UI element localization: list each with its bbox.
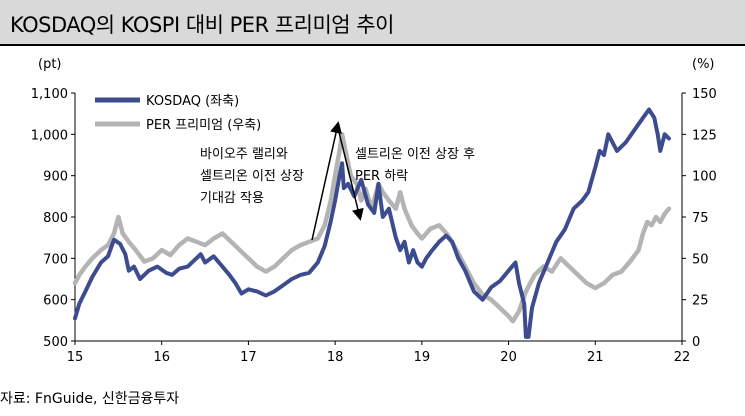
annotation-1-line: 바이오주 랠리와 — [200, 147, 288, 162]
annotation-1-arrow — [311, 121, 342, 241]
axes: (pt) (%) 500 600 700 800 900 1,000 1,100 0 25 50 75 1… — [31, 57, 717, 365]
right-tick-label: 25 — [692, 294, 709, 309]
series-layer — [72, 107, 672, 339]
annotation-2-line: 셀트리온 이전 상장 후 — [355, 147, 475, 162]
x-tick-label: 20 — [500, 350, 517, 365]
x-tick-label: 19 — [414, 350, 431, 365]
right-tick-label: 0 — [692, 335, 700, 350]
x-tick-label: 18 — [327, 350, 344, 365]
annotation-2-arrow — [337, 127, 364, 221]
legend-label-kosdaq: KOSDAQ (좌축) — [146, 94, 239, 109]
left-tick-label: 1,100 — [31, 87, 68, 102]
line-chart: (pt) (%) 500 600 700 800 900 1,000 1,100 0 25 50 75 1… — [31, 57, 717, 365]
right-unit-label: (%) — [692, 57, 715, 72]
x-tick-label: 22 — [674, 350, 691, 365]
left-tick-label: 900 — [43, 170, 68, 185]
title-bar: KOSDAQ의 KOSPI 대비 PER 프리미엄 추이 — [0, 0, 745, 46]
x-tick-label: 15 — [67, 350, 84, 365]
right-tick-label: 100 — [692, 170, 717, 185]
legend: KOSDAQ (좌축) PER 프리미엄 (우축) — [95, 94, 261, 133]
left-tick-label: 800 — [43, 211, 68, 226]
right-tick-label: 50 — [692, 252, 709, 267]
x-tick-label: 16 — [153, 350, 170, 365]
annotation-1-line: 기대감 작용 — [200, 191, 264, 206]
chart-title: KOSDAQ의 KOSPI 대비 PER 프리미엄 추이 — [10, 13, 394, 37]
right-tick-label: 150 — [692, 87, 717, 102]
left-tick-label: 500 — [43, 335, 68, 350]
annotation-2-line: PER 하락 — [355, 169, 408, 184]
left-unit-label: (pt) — [38, 57, 62, 72]
left-tick-label: 600 — [43, 294, 68, 309]
premium-series-line — [72, 132, 672, 324]
left-tick-label: 700 — [43, 252, 68, 267]
right-tick-label: 125 — [692, 128, 717, 143]
left-tick-label: 1,000 — [31, 128, 68, 143]
legend-label-premium: PER 프리미엄 (우축) — [146, 118, 261, 133]
kosdaq-series-line — [73, 107, 671, 339]
source-note: 자료: FnGuide, 신한금융투자 — [0, 391, 180, 407]
x-tick-label: 21 — [587, 350, 604, 365]
x-tick-label: 17 — [240, 350, 257, 365]
annotation-1-line: 셀트리온 이전 상장 — [200, 169, 304, 184]
right-tick-label: 75 — [692, 211, 709, 226]
